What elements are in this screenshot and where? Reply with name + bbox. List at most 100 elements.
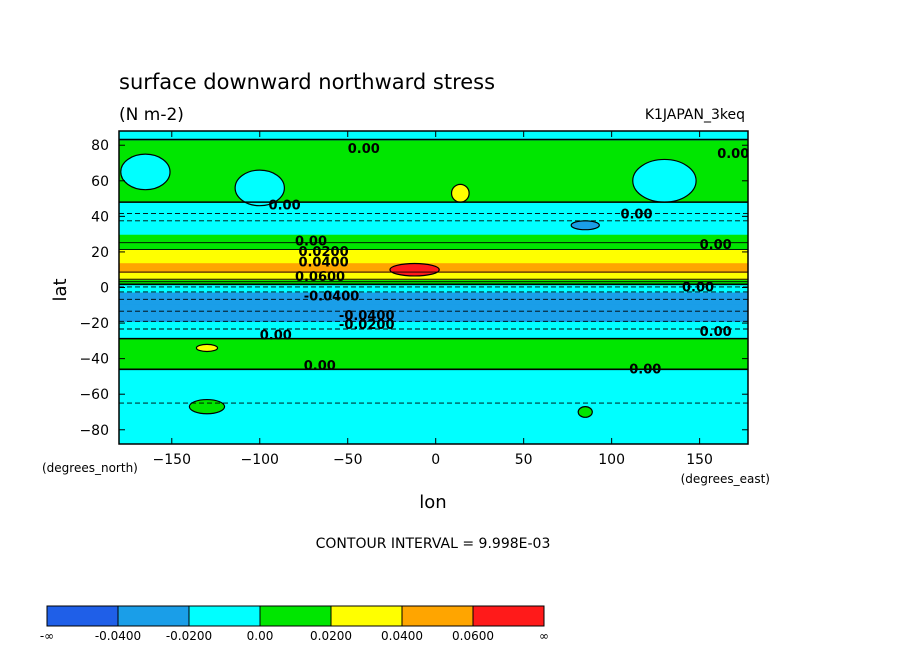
field-band — [119, 164, 748, 167]
field-band — [119, 319, 748, 322]
colorbar-label: -∞ — [40, 629, 54, 643]
y-tick-label: −60 — [79, 387, 109, 403]
field-band — [119, 318, 748, 321]
field-band — [119, 434, 748, 436]
field-band — [119, 302, 748, 305]
field-band — [119, 438, 748, 441]
x-tick-label: −150 — [153, 452, 191, 468]
field-band — [119, 417, 748, 419]
field-band — [119, 147, 748, 149]
field-band — [119, 425, 748, 427]
field-band — [119, 213, 748, 216]
field-band — [119, 155, 748, 157]
y-axis-label: lat — [50, 278, 71, 301]
y-tick-label: −80 — [79, 423, 109, 439]
field-cell — [234, 169, 285, 207]
field-band — [119, 147, 748, 150]
field-band — [119, 356, 748, 359]
field-band — [119, 257, 748, 259]
field-band — [119, 379, 748, 382]
contour-label: 0.00 — [700, 238, 732, 253]
field-band — [119, 294, 748, 297]
field-band — [119, 241, 748, 243]
field-band — [119, 293, 748, 296]
field-band — [119, 415, 748, 418]
y-units-label: (degrees_north) — [42, 461, 138, 475]
colorbar-label: -0.0400 — [95, 629, 141, 643]
field-band — [119, 440, 748, 442]
field-band — [119, 393, 748, 395]
y-tick-label: −20 — [79, 316, 109, 332]
field-cell — [577, 406, 593, 418]
field-band — [119, 193, 748, 195]
field-band — [119, 340, 748, 343]
field-band — [119, 413, 748, 416]
field-band — [119, 295, 748, 297]
field-band — [119, 163, 748, 166]
field-band — [119, 420, 748, 423]
contour-label: 0.0200 — [298, 245, 348, 260]
field-band — [119, 151, 748, 153]
field-band — [119, 426, 748, 428]
field-band — [119, 346, 748, 348]
field-band — [119, 432, 748, 434]
contour-label: 0.00 — [260, 329, 292, 344]
field-band — [119, 229, 748, 232]
field-band — [119, 224, 748, 226]
field-band — [119, 436, 748, 439]
field-band — [119, 296, 748, 298]
field-band — [119, 391, 748, 394]
field-band — [119, 419, 748, 421]
y-tick-label: 20 — [91, 245, 109, 261]
field-band — [119, 388, 748, 391]
field-band — [119, 187, 748, 190]
field-band — [119, 377, 748, 379]
field-band — [119, 419, 748, 422]
field-band — [119, 323, 748, 325]
field-band — [119, 364, 748, 367]
colorbar-swatch — [188, 605, 261, 627]
field-band — [119, 254, 748, 257]
field-band — [119, 342, 748, 345]
field-band — [119, 216, 748, 218]
field-band — [119, 339, 748, 342]
field-band — [119, 403, 748, 406]
colorbar-label: 0.0600 — [452, 629, 494, 643]
field-band — [119, 275, 748, 277]
colorbar-swatch — [46, 605, 119, 627]
y-tick-label: −40 — [79, 352, 109, 368]
field-band — [119, 260, 748, 263]
chart-title: surface downward northward stress — [119, 70, 495, 94]
field-band — [119, 384, 748, 386]
field-band — [119, 304, 748, 306]
field-band — [119, 263, 748, 265]
field-band — [119, 206, 748, 209]
field-band — [119, 211, 748, 214]
field-band — [119, 259, 748, 262]
field-band — [119, 235, 748, 237]
field-band — [119, 176, 748, 178]
field-band — [119, 355, 748, 358]
field-band — [119, 275, 748, 278]
field-band — [119, 359, 748, 362]
y-tick-label: 40 — [91, 209, 109, 225]
field-band — [119, 379, 748, 381]
field-band — [119, 331, 748, 333]
field-band — [119, 183, 748, 185]
field-band — [119, 251, 748, 253]
field-band — [119, 136, 748, 138]
field-band — [119, 174, 748, 177]
field-band — [119, 327, 748, 330]
field-band — [119, 312, 748, 314]
field-band — [119, 227, 748, 230]
field-band — [119, 135, 748, 137]
field-band — [119, 208, 748, 210]
field-band — [119, 285, 748, 288]
field-band — [119, 256, 748, 258]
field-band — [119, 167, 748, 169]
field-band — [119, 385, 748, 387]
field-band — [119, 150, 748, 153]
field-band — [119, 316, 748, 319]
field-band — [119, 207, 748, 209]
field-band — [119, 228, 748, 231]
